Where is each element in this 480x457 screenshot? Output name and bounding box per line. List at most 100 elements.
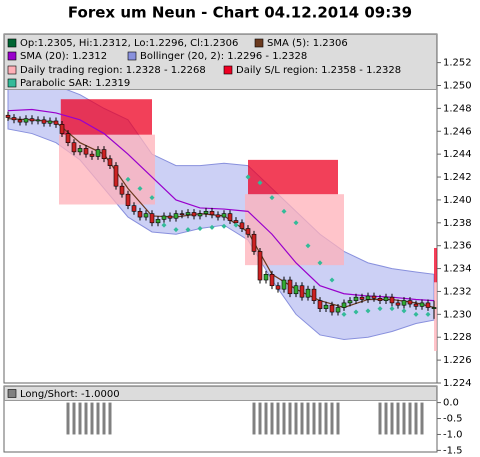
candle-body [203,211,209,214]
sar-dot [137,185,143,191]
candle-body [341,302,347,308]
legend-label: Bollinger (20, 2): 1.2296 - 1.2328 [140,51,307,62]
bar [252,402,256,435]
sar-dot [413,311,419,317]
legend-label: SMA (20): 1.2312 [20,51,107,62]
candle-body [53,120,59,125]
candle-body [113,165,119,187]
candle-body [305,288,311,298]
sar-dot [257,180,263,186]
y-tick-label: 1.240 [443,195,472,206]
candle-body [125,193,131,206]
y-tick-label: -1.0 [443,429,463,440]
bar [312,402,316,435]
candle-body [239,222,245,229]
candle-body [275,285,281,290]
candle-body [317,300,323,309]
candle-body [383,296,389,301]
candle-body [269,273,275,287]
sar-dot [269,195,275,201]
candle-body [161,215,167,220]
candle-body [209,211,215,216]
candle-body [227,213,233,221]
sar-dot [329,277,335,283]
y-tick-label: 1.234 [443,264,472,275]
y-tick-label: 1.252 [443,58,472,69]
candle-body [395,302,401,306]
y-tick-label: -0.5 [443,414,463,425]
y-tick-label: 1.228 [443,332,472,343]
y-tick-label: 1.246 [443,126,472,137]
sar-dot [389,306,395,312]
candle-body [59,124,65,134]
candle-body [131,205,137,212]
candle-body [149,213,155,224]
bar [276,402,280,435]
sar-dot [161,222,167,228]
bar [318,402,322,435]
candle-body [35,119,41,122]
candle-body [155,219,161,224]
sar-dot [197,226,203,232]
sar-dot [377,306,383,312]
candle-body [389,296,395,304]
bar [78,402,82,435]
region-box [434,282,437,351]
legend-label: Daily trading region: 1.2328 - 1.2268 [20,65,206,76]
bar [90,402,94,435]
region-box [60,99,152,135]
candle-body [401,300,407,306]
bar [282,402,286,435]
candle-body [5,114,11,118]
candle-body [47,120,53,124]
bar [96,402,100,435]
bar [270,402,274,435]
sar-dot [221,223,227,229]
candle-body [371,295,377,299]
candle-body [143,213,149,218]
bar [66,402,70,435]
y-tick-label: 1.244 [443,149,472,160]
bar [414,402,418,435]
sar-dot [353,309,359,315]
candle-body [311,288,317,301]
legend-label: Daily S/L region: 1.2358 - 1.2328 [236,65,401,76]
chart-title: Forex um Neun - Chart 04.12.2014 09:39 [68,4,412,22]
y-tick-label: 1.232 [443,286,472,297]
candle-body [329,304,335,313]
candle-body [347,300,353,304]
candle-body [413,303,419,307]
candle-body [197,213,203,217]
candle-body [29,118,35,122]
bar [72,402,76,435]
sar-dot [245,174,251,180]
legend-box [4,34,437,90]
candle-body [119,185,125,195]
bar [390,402,394,435]
legend-swatch [7,389,17,398]
region-box [434,247,437,283]
y-tick-label: 1.226 [443,355,472,366]
bar [420,402,424,435]
candle-body [41,119,47,124]
candle-body [287,279,293,295]
candle-body [185,212,191,216]
candle-body [23,118,29,123]
bar [258,402,262,435]
legend-swatch [223,65,233,75]
candle-body [17,119,23,123]
legend-swatch [7,65,17,75]
bar [288,402,292,435]
bar [396,402,400,435]
candle-body [299,285,305,298]
candle-body [11,117,17,121]
bar [102,402,106,435]
sar-dot [185,227,191,233]
bar [264,402,268,435]
y-tick-label: 1.238 [443,218,472,229]
candle-body [323,304,329,309]
candle-body [281,279,287,290]
candle-body [65,133,71,144]
candle-body [221,213,227,218]
